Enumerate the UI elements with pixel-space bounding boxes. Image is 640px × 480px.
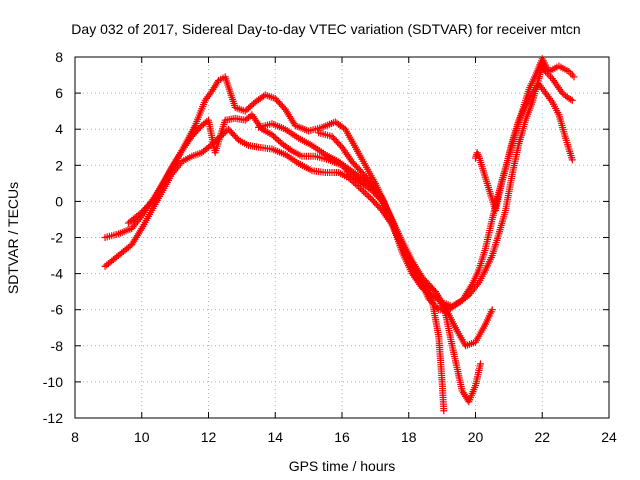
x-tick-label: 14	[267, 429, 283, 445]
y-tick-label: -6	[51, 302, 64, 318]
data-point	[270, 132, 278, 140]
x-tick-label: 10	[134, 429, 150, 445]
data-point	[273, 135, 281, 143]
chart-title: Day 032 of 2017, Sidereal Day-to-day VTE…	[71, 21, 580, 37]
x-axis-label: GPS time / hours	[289, 458, 396, 474]
data-point	[268, 131, 276, 139]
y-tick-label: -12	[43, 410, 63, 426]
data-point	[366, 194, 374, 202]
y-tick-label: -4	[51, 266, 64, 282]
data-point	[241, 107, 249, 115]
data-point	[361, 189, 369, 197]
data-point	[148, 197, 156, 205]
data-point	[139, 207, 147, 215]
data-point	[145, 200, 153, 208]
data-point	[248, 101, 256, 109]
data-series-6	[472, 55, 578, 214]
y-tick-label: 6	[55, 85, 63, 101]
data-series-5	[315, 80, 576, 310]
y-tick-label: -8	[51, 338, 64, 354]
data-point	[568, 156, 576, 164]
data-point	[147, 199, 155, 207]
data-point	[356, 185, 364, 193]
grid-lines	[75, 57, 609, 418]
data-point	[136, 210, 144, 218]
x-tick-label: 16	[334, 429, 350, 445]
y-tick-label: -2	[51, 230, 64, 246]
y-tick-label: 8	[55, 49, 63, 65]
data-point	[568, 71, 576, 79]
data-point	[433, 304, 441, 312]
data-point	[245, 104, 253, 112]
data-point	[477, 360, 485, 368]
x-tick-label: 18	[401, 429, 417, 445]
data-series-2	[101, 111, 485, 406]
data-point	[360, 188, 368, 196]
x-tick-label: 24	[601, 429, 617, 445]
data-point	[436, 297, 444, 305]
data-point	[363, 191, 371, 199]
y-tick-label: -10	[43, 374, 63, 390]
y-tick-label: 2	[55, 157, 63, 173]
data-point	[355, 183, 363, 191]
data-point	[142, 203, 150, 211]
data-point	[246, 103, 254, 111]
data-point	[271, 134, 279, 142]
x-tick-label: 20	[468, 429, 484, 445]
data-point	[205, 143, 212, 151]
y-axis-label: SDTVAR / TECUs	[5, 182, 21, 294]
data-point	[141, 205, 149, 213]
data-point	[275, 137, 283, 145]
data-points	[101, 55, 578, 415]
y-tick-label: 4	[55, 121, 63, 137]
data-point	[243, 106, 251, 114]
data-point	[488, 306, 496, 314]
data-point	[440, 407, 448, 415]
data-point	[150, 195, 158, 203]
x-tick-label: 22	[534, 429, 550, 445]
data-point	[286, 146, 294, 154]
x-tick-label: 12	[201, 429, 217, 445]
x-tick-label: 8	[71, 429, 79, 445]
data-point	[568, 96, 576, 104]
data-point	[144, 202, 152, 210]
data-point	[567, 95, 575, 103]
data-point	[365, 192, 373, 200]
data-point	[570, 73, 578, 81]
y-tick-label: 0	[55, 193, 63, 209]
data-point	[358, 186, 366, 194]
data-series-1	[101, 125, 448, 415]
data-point	[138, 208, 146, 216]
